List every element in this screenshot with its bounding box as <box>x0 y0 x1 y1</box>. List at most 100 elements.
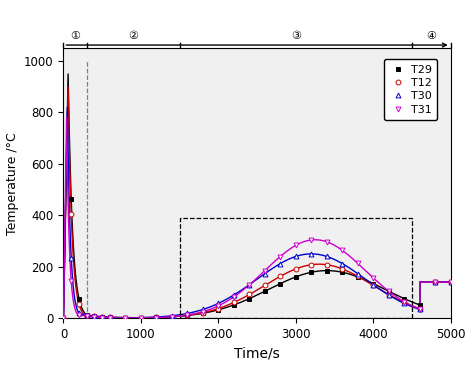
T31 <box>247 283 252 287</box>
T29 <box>107 315 113 320</box>
T29 <box>68 197 74 202</box>
T12 <box>76 302 82 306</box>
T30 <box>293 254 299 259</box>
T29 <box>154 315 159 320</box>
T30 <box>432 280 438 284</box>
T29 <box>99 314 105 319</box>
T31 <box>401 299 407 304</box>
T12 <box>355 274 360 279</box>
T31 <box>324 240 330 244</box>
T31 <box>216 303 221 308</box>
T31 <box>154 315 159 320</box>
T12 <box>293 267 299 271</box>
Bar <box>179 218 412 318</box>
T12 <box>401 300 407 305</box>
Text: ②: ② <box>128 31 138 41</box>
T30 <box>355 272 360 276</box>
T30 <box>99 315 105 319</box>
T30 <box>92 314 97 318</box>
T31 <box>417 307 422 311</box>
T12 <box>247 292 252 297</box>
Line: T29: T29 <box>61 197 453 321</box>
T29 <box>262 289 268 294</box>
T31 <box>200 309 206 314</box>
T29 <box>370 281 376 286</box>
T30 <box>448 280 454 284</box>
Text: ①: ① <box>70 31 80 41</box>
T12 <box>324 262 330 267</box>
T30 <box>185 311 190 315</box>
T12 <box>417 306 422 311</box>
T29 <box>216 307 221 312</box>
Line: T12: T12 <box>61 212 453 321</box>
T30 <box>401 301 407 306</box>
T31 <box>355 261 360 265</box>
T31 <box>277 254 283 259</box>
T12 <box>92 314 97 318</box>
T30 <box>122 315 128 320</box>
T31 <box>448 280 454 284</box>
T12 <box>84 313 89 318</box>
T29 <box>61 316 66 320</box>
T30 <box>340 261 345 266</box>
T30 <box>324 254 330 259</box>
T31 <box>107 315 113 320</box>
T30 <box>61 316 66 320</box>
T31 <box>432 280 438 284</box>
T29 <box>247 296 252 301</box>
T12 <box>370 283 376 288</box>
T31 <box>138 316 144 320</box>
Text: ④: ④ <box>426 31 436 41</box>
T12 <box>216 306 221 311</box>
T30 <box>386 293 391 297</box>
T12 <box>448 280 454 284</box>
T29 <box>432 280 438 284</box>
T30 <box>84 313 89 317</box>
T31 <box>293 243 299 247</box>
T31 <box>386 289 391 294</box>
X-axis label: Time/s: Time/s <box>234 347 280 361</box>
T30 <box>76 311 82 315</box>
T12 <box>169 315 175 319</box>
T12 <box>107 315 113 320</box>
T31 <box>340 248 345 253</box>
T12 <box>138 315 144 320</box>
T12 <box>231 300 237 305</box>
T12 <box>432 280 438 284</box>
Text: ③: ③ <box>291 31 301 41</box>
T31 <box>231 295 237 299</box>
Y-axis label: Temperature /°C: Temperature /°C <box>6 132 18 235</box>
T29 <box>355 275 360 279</box>
T30 <box>277 261 283 266</box>
T31 <box>185 313 190 317</box>
T31 <box>92 315 97 319</box>
T12 <box>340 267 345 271</box>
T30 <box>68 255 74 260</box>
T30 <box>262 272 268 276</box>
Legend: T29, T12, T30, T31: T29, T12, T30, T31 <box>384 59 438 120</box>
T31 <box>68 279 74 283</box>
T29 <box>231 303 237 307</box>
T30 <box>200 307 206 311</box>
Line: T30: T30 <box>61 251 453 321</box>
T31 <box>309 238 314 242</box>
T30 <box>309 252 314 256</box>
T29 <box>324 268 330 273</box>
T29 <box>76 296 82 301</box>
T12 <box>277 274 283 279</box>
T12 <box>185 313 190 318</box>
T29 <box>293 275 299 279</box>
T12 <box>99 315 105 319</box>
T30 <box>370 283 376 287</box>
T29 <box>138 315 144 320</box>
T30 <box>169 314 175 318</box>
T12 <box>122 315 128 320</box>
T12 <box>154 315 159 320</box>
T31 <box>169 315 175 319</box>
T31 <box>84 314 89 318</box>
T29 <box>185 313 190 318</box>
T29 <box>277 281 283 286</box>
T31 <box>99 315 105 320</box>
T31 <box>61 316 66 320</box>
T31 <box>76 313 82 317</box>
